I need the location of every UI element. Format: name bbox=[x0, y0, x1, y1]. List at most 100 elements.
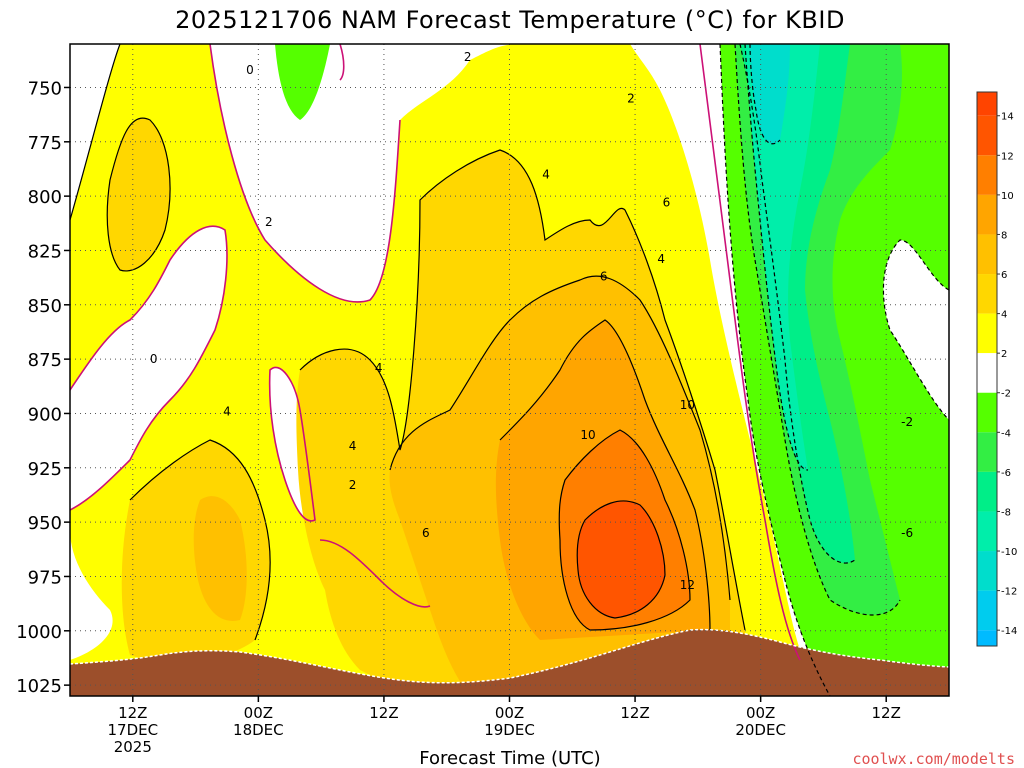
x-tick-label: 17DEC bbox=[107, 721, 158, 739]
ground-terrain bbox=[70, 629, 949, 696]
x-tick-label: 12Z bbox=[369, 704, 398, 722]
contour-label: 6 bbox=[422, 526, 430, 540]
colorbar-swatch bbox=[977, 155, 997, 195]
contour-zero-6 bbox=[339, 44, 345, 81]
colorbar-label: -4 bbox=[1001, 428, 1011, 439]
y-tick-label: 850 bbox=[28, 296, 62, 317]
colorbar-swatch bbox=[977, 511, 997, 552]
contour-zero-4 bbox=[319, 539, 431, 608]
colorbar-frame bbox=[976, 91, 998, 647]
colorbar-label: 14 bbox=[1001, 112, 1014, 123]
temp-band-neg8-neg10 bbox=[745, 44, 820, 470]
colorbar-label: -2 bbox=[1001, 389, 1011, 400]
contour-neg4 bbox=[734, 44, 901, 616]
contour-neg10 bbox=[749, 44, 781, 145]
x-tick-label: 18DEC bbox=[233, 721, 284, 739]
colorbar-label: 8 bbox=[1001, 230, 1007, 241]
y-tick-label: 950 bbox=[28, 513, 62, 534]
colorbar-swatch bbox=[977, 432, 997, 472]
colorbar-swatch-bottom bbox=[977, 630, 997, 646]
colorbar-swatch bbox=[977, 551, 997, 591]
colorbar-swatch bbox=[977, 392, 997, 433]
contour-zero-2 bbox=[209, 44, 401, 303]
x-tick-label: 20DEC bbox=[735, 721, 786, 739]
contour-8 bbox=[499, 319, 711, 631]
y-tick-label: 925 bbox=[28, 459, 62, 480]
contour-lines bbox=[70, 44, 949, 696]
colorbar-label: -8 bbox=[1001, 507, 1011, 518]
contour-label: 2 bbox=[349, 478, 357, 492]
y-tick-label: 775 bbox=[28, 133, 62, 154]
contour-label: 6 bbox=[600, 270, 608, 284]
colorbar-swatch bbox=[977, 353, 997, 393]
colorbar-label: -6 bbox=[1001, 468, 1011, 479]
plot-area bbox=[70, 44, 949, 696]
colorbar: 14 12 10 8 6 4 2 -2 -4 -6 -8 -10 -12 -14 bbox=[976, 91, 1017, 647]
y-tick-label: 975 bbox=[28, 567, 62, 588]
contour-10 bbox=[558, 429, 691, 631]
surface-line bbox=[70, 628, 949, 684]
x-tick-label: 00Z bbox=[495, 704, 524, 722]
contour-label: 0 bbox=[150, 352, 158, 366]
contour-label: 10 bbox=[580, 428, 595, 442]
colorbar-swatch bbox=[977, 313, 997, 354]
colorbar-label: 12 bbox=[1001, 151, 1014, 162]
contour-neg6 bbox=[739, 44, 856, 564]
colorbar-label: 10 bbox=[1001, 191, 1014, 202]
colorbar-label: 6 bbox=[1001, 270, 1007, 281]
y-tick-label: 800 bbox=[28, 187, 62, 208]
y-tick-label: 825 bbox=[28, 241, 62, 262]
contour-4-c bbox=[299, 149, 746, 631]
contour-labels: 0 2 2 2 4 6 4 6 0 4 4 10 10 4 2 6 12 -2 -6 bbox=[150, 50, 913, 592]
y-tick-label: 750 bbox=[28, 78, 62, 99]
colorbar-swatch bbox=[977, 471, 997, 512]
contour-neg2-right bbox=[882, 239, 949, 421]
temp-band-neg2-neg4-top bbox=[275, 44, 330, 120]
colorbar-swatch-top bbox=[977, 92, 997, 116]
temp-band-neg10-neg12 bbox=[750, 44, 790, 144]
x-tick-label: 12Z bbox=[620, 704, 649, 722]
contour-2 bbox=[70, 44, 121, 221]
contour-label: 6 bbox=[663, 196, 671, 210]
gridlines bbox=[70, 44, 949, 696]
contour-label: 2 bbox=[627, 91, 635, 105]
colorbar-label: -10 bbox=[1001, 547, 1017, 558]
credit-text: coolwx.com/modelts bbox=[852, 750, 1015, 768]
contour-zero-3 bbox=[268, 366, 316, 522]
x-tick-label: 2025 bbox=[114, 738, 152, 756]
contour-label: 10 bbox=[680, 398, 695, 412]
contour-label: 4 bbox=[349, 439, 357, 453]
temp-band-12-14 bbox=[577, 500, 665, 618]
x-tick-label: 00Z bbox=[244, 704, 273, 722]
colorbar-label: -14 bbox=[1001, 626, 1017, 637]
contour-4-b bbox=[129, 439, 271, 641]
x-tick-label: 00Z bbox=[746, 704, 775, 722]
chart-title: 2025121706 NAM Forecast Temperature (°C)… bbox=[175, 6, 845, 34]
y-axis: 750 775 800 825 850 875 900 925 950 975 1000 1025 bbox=[16, 78, 70, 697]
contour-zero-1 bbox=[70, 225, 228, 511]
colorbar-swatch bbox=[977, 194, 997, 235]
contour-12 bbox=[576, 500, 666, 619]
contour-zero-5 bbox=[699, 44, 801, 661]
contour-label: 4 bbox=[542, 167, 550, 181]
contour-label: -2 bbox=[901, 415, 913, 429]
x-tick-label: 12Z bbox=[118, 704, 147, 722]
contour-label: 4 bbox=[223, 404, 231, 418]
contour-label: 4 bbox=[657, 252, 665, 266]
colorbar-swatch bbox=[977, 274, 997, 314]
y-tick-label: 1000 bbox=[16, 622, 62, 643]
y-tick-label: 875 bbox=[28, 350, 62, 371]
temp-band-0-2-pocket-1 bbox=[70, 226, 227, 510]
y-tick-label: 1025 bbox=[16, 676, 62, 697]
contour-label: -6 bbox=[901, 526, 913, 540]
colorbar-swatch bbox=[977, 115, 997, 156]
contour-label: 2 bbox=[265, 215, 273, 229]
colorbar-swatch bbox=[977, 590, 997, 631]
contour-6 bbox=[389, 275, 731, 601]
contour-label: 4 bbox=[375, 361, 383, 375]
contour-neg2 bbox=[719, 44, 831, 696]
colorbar-label: 2 bbox=[1001, 349, 1007, 360]
contour-label: 12 bbox=[680, 578, 695, 592]
x-tick-label: 19DEC bbox=[484, 721, 535, 739]
